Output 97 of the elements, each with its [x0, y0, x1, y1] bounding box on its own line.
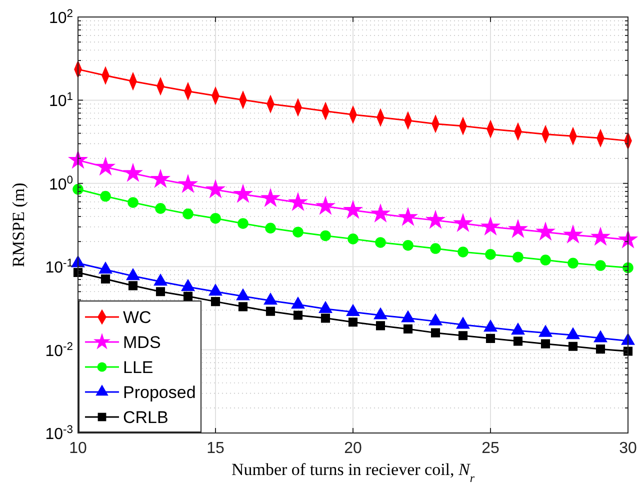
point [291, 296, 305, 309]
point [344, 200, 362, 218]
point [595, 260, 606, 271]
point [375, 237, 386, 248]
point [594, 330, 608, 342]
point [128, 197, 138, 208]
point [68, 150, 88, 168]
point [623, 346, 633, 356]
point [238, 218, 248, 229]
point [288, 193, 308, 210]
point [426, 210, 445, 228]
point [564, 226, 582, 243]
point [178, 175, 198, 192]
point [348, 234, 358, 244]
y-axis-title: RMSPE (m) [9, 182, 28, 268]
point [402, 240, 414, 251]
point [234, 184, 252, 202]
point [210, 297, 220, 306]
legend-label: WC [123, 308, 152, 327]
point [100, 274, 110, 284]
point [206, 180, 225, 198]
point [126, 268, 140, 280]
x-axis-title: Number of turns in reciever coil, N$_{r}$ [231, 460, 475, 483]
point [430, 243, 441, 254]
x-tick-label: 15 [206, 440, 224, 457]
point [266, 306, 276, 316]
point [318, 301, 332, 313]
legend-label: CRLB [123, 408, 168, 427]
legend-label: Proposed [123, 383, 196, 402]
point [454, 214, 472, 232]
point [540, 254, 551, 266]
y-tick-label: 10$^{1}$ [48, 91, 73, 110]
point [536, 222, 555, 240]
point [320, 230, 331, 242]
point [456, 317, 470, 329]
point [486, 334, 496, 343]
point [181, 279, 195, 291]
point [376, 321, 386, 330]
point [591, 228, 610, 245]
point [348, 318, 358, 327]
point [540, 339, 550, 348]
point [293, 310, 303, 320]
point [98, 262, 112, 274]
point [513, 336, 523, 346]
y-tick-label: 10$^{-1}$ [45, 258, 73, 277]
x-tick-label: 30 [619, 440, 637, 457]
point [182, 208, 194, 220]
point [264, 293, 278, 305]
y-tick-label: 10$^{0}$ [48, 174, 73, 194]
point [265, 222, 276, 234]
point [261, 188, 280, 206]
point [292, 226, 304, 238]
point [100, 190, 111, 202]
point [458, 246, 468, 258]
point [128, 281, 138, 290]
x-tick-label: 25 [482, 440, 500, 457]
point [183, 292, 193, 301]
point [210, 212, 221, 224]
legend-label: LLE [123, 358, 154, 377]
legend-label: MDS [123, 333, 161, 352]
point [398, 208, 418, 226]
point [430, 328, 440, 338]
point [568, 342, 578, 351]
point [401, 310, 415, 322]
point [238, 302, 248, 312]
point [566, 328, 580, 340]
point [124, 164, 142, 182]
point [154, 274, 168, 286]
y-tick-label: 10$^{-3}$ [45, 424, 73, 443]
point [568, 258, 578, 269]
point [538, 325, 552, 337]
point [374, 308, 388, 320]
point [508, 220, 528, 238]
y-tick-label: 10$^{-2}$ [45, 340, 73, 360]
x-tick-label: 10 [69, 440, 87, 457]
point [156, 287, 166, 296]
point [458, 331, 468, 340]
point [316, 196, 335, 214]
point [155, 203, 166, 214]
point [320, 314, 330, 323]
point [403, 324, 413, 334]
y-tick-label: 10$^{2}$ [48, 8, 73, 27]
point [484, 320, 498, 332]
point [596, 344, 606, 354]
point [346, 304, 360, 316]
point [485, 249, 496, 260]
x-tick-label: 20 [344, 440, 362, 457]
point [511, 323, 525, 335]
point [512, 252, 524, 262]
point [618, 230, 638, 248]
point [151, 170, 170, 188]
point [428, 314, 442, 326]
point [208, 284, 222, 296]
point [371, 204, 390, 222]
point [481, 217, 500, 235]
point [236, 288, 250, 300]
point [96, 158, 115, 175]
